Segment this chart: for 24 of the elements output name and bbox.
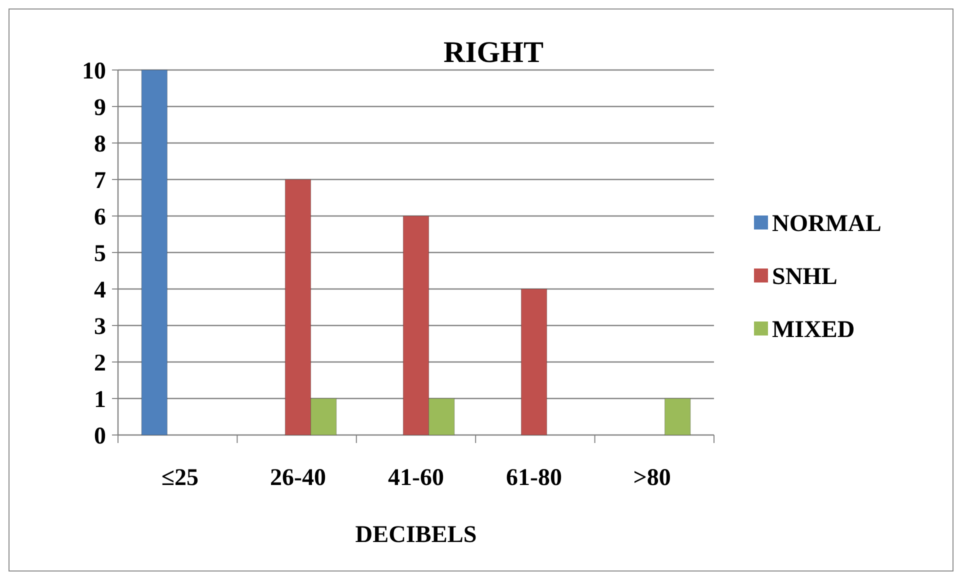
chart-title: RIGHT xyxy=(443,36,544,69)
y-tick-label: 1 xyxy=(94,386,106,413)
x-axis-title: DECIBELS xyxy=(355,522,477,548)
legend-label: MIXED xyxy=(772,316,855,343)
legend-label: SNHL xyxy=(772,264,838,290)
x-tick-label: 61-80 xyxy=(506,465,562,491)
y-tick-label: 9 xyxy=(94,94,106,121)
y-tick-label: 2 xyxy=(94,350,106,376)
bar xyxy=(520,288,548,436)
y-tick-label: 4 xyxy=(94,277,106,304)
bar xyxy=(664,398,691,436)
legend-label: NORMAL xyxy=(772,210,882,237)
y-tick-label: 6 xyxy=(94,204,106,230)
x-tick-label: ≤25 xyxy=(161,465,199,491)
y-tick-label: 8 xyxy=(94,131,106,158)
y-tick-label: 3 xyxy=(94,314,106,340)
y-tick-label: 7 xyxy=(94,168,106,194)
y-tick-label: 10 xyxy=(82,58,106,84)
bar xyxy=(141,70,168,436)
x-tick-label: 26-40 xyxy=(270,465,326,491)
x-tick-label: >80 xyxy=(633,465,671,491)
y-tick-label: 5 xyxy=(94,240,106,267)
x-tick-label: 41-60 xyxy=(388,465,444,491)
y-tick-label: 0 xyxy=(94,423,106,450)
